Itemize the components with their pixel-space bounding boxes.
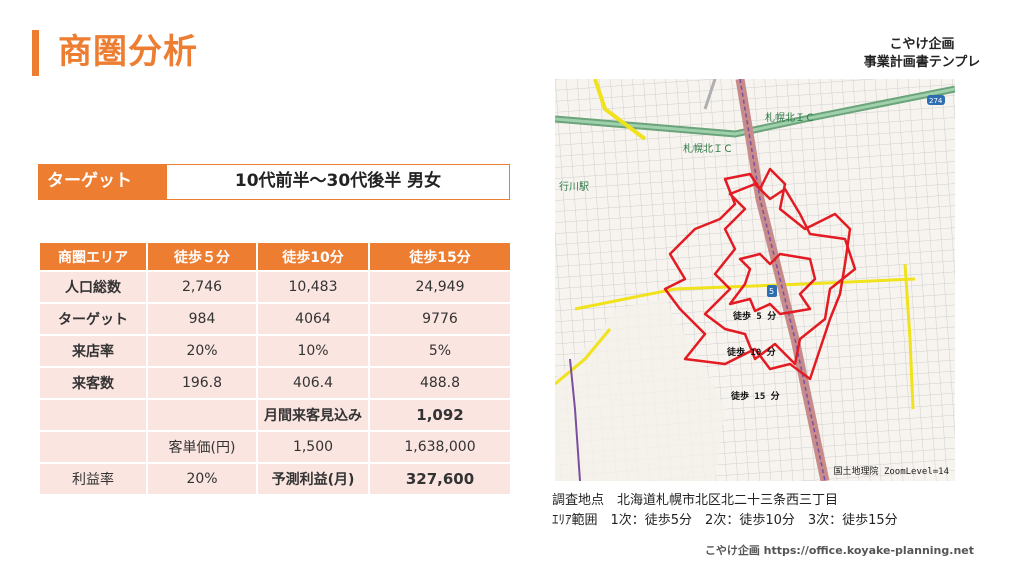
table-cell: 来客数 <box>40 368 146 398</box>
table-cell: 10,483 <box>258 272 368 302</box>
table-cell: 4064 <box>258 304 368 334</box>
title-accent-bar <box>32 30 39 76</box>
svg-text:行川駅: 行川駅 <box>559 180 589 193</box>
table-row: 利益率 20% 予測利益(月) 327,600 <box>40 464 510 494</box>
svg-text:徒歩 15 分: 徒歩 15 分 <box>730 390 780 402</box>
target-value: 10代前半～30代後半 男女 <box>234 171 442 191</box>
svg-text:徒歩 5 分: 徒歩 5 分 <box>732 310 776 322</box>
table-cell: 10% <box>258 336 368 366</box>
table-row: 客単価(円) 1,500 1,638,000 <box>40 432 510 462</box>
table-cell: 来店率 <box>40 336 146 366</box>
table-cell: 24,949 <box>370 272 510 302</box>
brand-block: こやけ企画 事業計画書テンプレ <box>842 36 1002 72</box>
target-label: ターゲット <box>39 165 167 199</box>
map-marker-icon <box>767 285 777 297</box>
table-cell: 2,746 <box>148 272 256 302</box>
table-cell: 196.8 <box>148 368 256 398</box>
table-cell: 月間来客見込み <box>258 400 368 430</box>
table-row: 来客数 196.8 406.4 488.8 <box>40 368 510 398</box>
table-cell <box>40 432 146 462</box>
table-cell: 利益率 <box>40 464 146 494</box>
table-row: 月間来客見込み 1,092 <box>40 400 510 430</box>
map-image: 5 274 札幌北ＩＣ 札幌北ＩＣ 行川駅 徒歩 5 分 徒歩 10 分 徒歩 … <box>555 79 955 481</box>
target-box: ターゲット 10代前半～30代後半 男女 <box>38 164 510 200</box>
svg-text:5: 5 <box>769 287 774 296</box>
table-cell: 984 <box>148 304 256 334</box>
map-credit: 国土地理院 ZoomLevel=14 <box>833 467 949 477</box>
table-header: 商圏エリア <box>40 243 146 270</box>
caption-area-range: ｴﾘｱ範囲 1次：徒歩5分 2次：徒歩10分 3次：徒歩15分 <box>552 513 898 528</box>
table-header: 徒歩10分 <box>258 243 368 270</box>
table-cell: 9776 <box>370 304 510 334</box>
svg-text:274: 274 <box>929 97 943 105</box>
caption-location: 調査地点 北海道札幌市北区北二十三条西三丁目 <box>552 493 839 508</box>
svg-text:徒歩 10 分: 徒歩 10 分 <box>726 346 776 358</box>
table-cell <box>40 400 146 430</box>
table-cell: 客単価(円) <box>148 432 256 462</box>
table-cell: 488.8 <box>370 368 510 398</box>
page-title: 商圏分析 <box>58 32 198 72</box>
table-cell: ターゲット <box>40 304 146 334</box>
table-cell: 1,500 <box>258 432 368 462</box>
table-cell: 人口総数 <box>40 272 146 302</box>
trade-area-map: 5 274 札幌北ＩＣ 札幌北ＩＣ 行川駅 徒歩 5 分 徒歩 10 分 徒歩 … <box>555 79 955 481</box>
footer-brand: こやけ企画 https://office.koyake-planning.net <box>704 544 974 557</box>
table-cell: 406.4 <box>258 368 368 398</box>
table-cell: 20% <box>148 336 256 366</box>
svg-text:札幌北ＩＣ: 札幌北ＩＣ <box>765 111 815 124</box>
svg-text:札幌北ＩＣ: 札幌北ＩＣ <box>683 142 733 155</box>
table-row: ターゲット 984 4064 9776 <box>40 304 510 334</box>
table-cell <box>148 400 256 430</box>
table-header-row: 商圏エリア 徒歩５分 徒歩10分 徒歩15分 <box>40 243 510 270</box>
map-caption: 調査地点 北海道札幌市北区北二十三条西三丁目 ｴﾘｱ範囲 1次：徒歩5分 2次：… <box>552 491 898 531</box>
table-row: 人口総数 2,746 10,483 24,949 <box>40 272 510 302</box>
table-cell: 予測利益(月) <box>258 464 368 494</box>
table-row: 来店率 20% 10% 5% <box>40 336 510 366</box>
brand-name: こやけ企画 <box>889 37 955 52</box>
table-cell: 327,600 <box>370 464 510 494</box>
table-cell: 5% <box>370 336 510 366</box>
table-cell: 1,092 <box>370 400 510 430</box>
table-header: 徒歩５分 <box>148 243 256 270</box>
table-header: 徒歩15分 <box>370 243 510 270</box>
table-cell: 1,638,000 <box>370 432 510 462</box>
table-cell: 20% <box>148 464 256 494</box>
brand-subtitle: 事業計画書テンプレ <box>863 55 981 70</box>
trade-area-table: 商圏エリア 徒歩５分 徒歩10分 徒歩15分 人口総数 2,746 10,483… <box>38 241 512 496</box>
